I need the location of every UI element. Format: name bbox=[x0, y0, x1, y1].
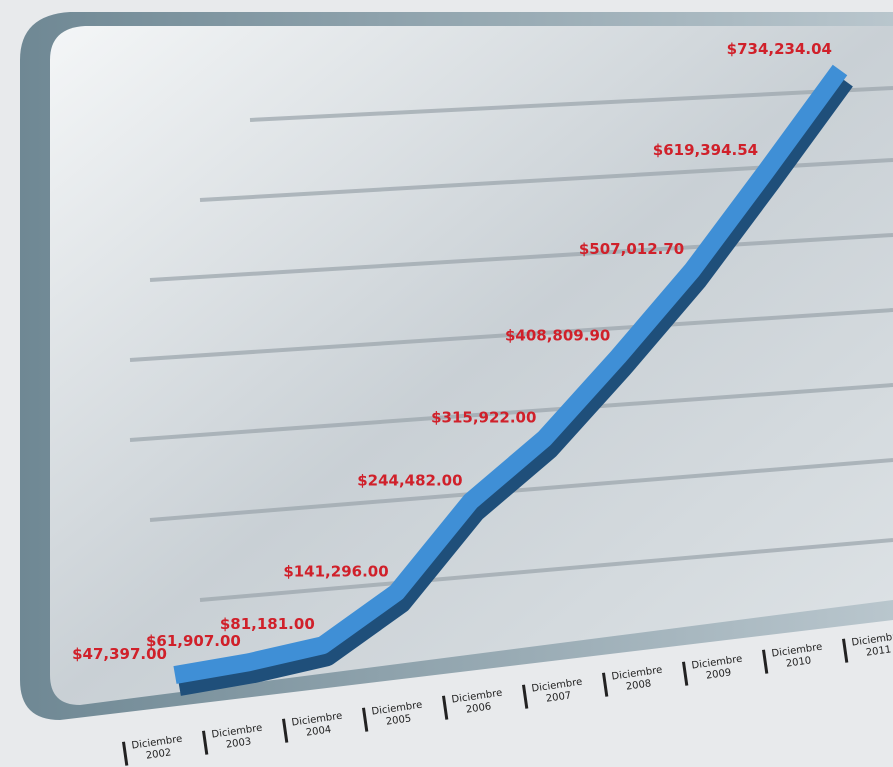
line bbox=[173, 64, 848, 684]
value-label: $507,012.70 bbox=[579, 240, 684, 258]
value-label: $734,234.04 bbox=[727, 40, 832, 58]
line-shadow bbox=[177, 73, 853, 696]
value-label: $141,296.00 bbox=[283, 562, 388, 580]
value-label: $47,397.00 bbox=[72, 645, 167, 663]
value-label: $81,181.00 bbox=[220, 615, 315, 633]
value-label: $61,907.00 bbox=[146, 632, 241, 650]
decor-lines bbox=[129, 86, 893, 602]
value-label: $408,809.90 bbox=[505, 327, 610, 345]
panel bbox=[50, 26, 893, 705]
value-label: $619,394.54 bbox=[653, 141, 758, 159]
plot: $47,397.00$61,907.00$81,181.00 $141,296.0… bbox=[72, 40, 853, 696]
value-label: $244,482.00 bbox=[357, 471, 462, 489]
value-label: $315,922.00 bbox=[431, 408, 536, 426]
